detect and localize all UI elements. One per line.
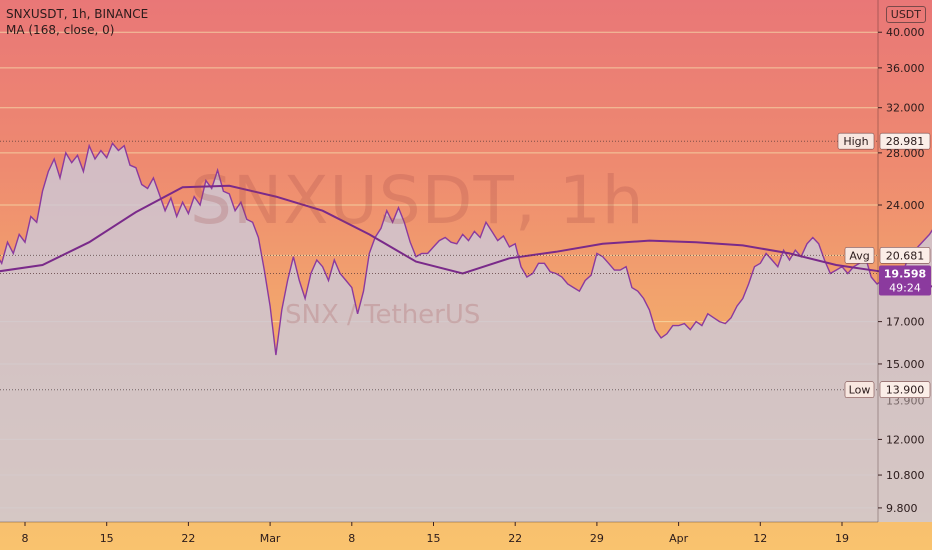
- y-axis-tick-label: 24.000: [886, 199, 925, 212]
- y-axis-tick-label: 40.000: [886, 26, 925, 39]
- y-axis-tick-label: 36.000: [886, 62, 925, 75]
- x-axis-tick-label: 12: [753, 532, 767, 545]
- x-axis-tick-label: 15: [100, 532, 114, 545]
- last-price-badge: [879, 265, 931, 296]
- low-marker-label-box: [844, 381, 875, 399]
- x-axis-tick-label: 8: [348, 532, 355, 545]
- avg-marker-label-box: [844, 247, 875, 264]
- high-marker-value-box: [879, 132, 931, 150]
- legend-symbol-line[interactable]: SNXUSDT, 1h, BINANCE: [6, 7, 149, 21]
- x-axis-tick-label: 29: [590, 532, 604, 545]
- x-axis-tick-label: 19: [835, 532, 849, 545]
- currency-button[interactable]: USDT: [885, 6, 926, 23]
- high-marker-label-box: [837, 132, 875, 150]
- avg-marker-label: Avg: [849, 249, 869, 262]
- y-axis-tick-label: 9.800: [886, 502, 918, 515]
- y-axis-tick-label: 17.000: [886, 316, 925, 329]
- y-axis-tick-label: 10.800: [886, 469, 925, 482]
- y-axis-tick-label: 28.000: [886, 147, 925, 160]
- low-marker-label: Low: [849, 384, 871, 397]
- x-axis-tick-label: Apr: [669, 532, 689, 545]
- avg-marker-value: 20.681: [886, 249, 925, 262]
- watermark-symbol: SNXUSDT, 1h: [190, 162, 645, 239]
- y-axis-tick-label: 12.000: [886, 433, 925, 446]
- x-axis-tick-label: Mar: [260, 532, 281, 545]
- x-axis-tick-label: 22: [181, 532, 195, 545]
- avg-marker-value-box: [879, 247, 931, 264]
- y-axis-tick-label: 32.000: [886, 102, 925, 115]
- bar-countdown: 49:24: [889, 282, 921, 295]
- x-axis-tick-label: 15: [427, 532, 441, 545]
- last-price-value: 19.598: [884, 268, 926, 281]
- high-marker-label: High: [843, 135, 868, 148]
- x-axis-tick-label: 8: [22, 532, 29, 545]
- watermark-description: SNX / TetherUS: [285, 300, 481, 330]
- high-marker-value: 28.981: [886, 135, 925, 148]
- legend-ma-line[interactable]: MA (168, close, 0): [6, 23, 115, 37]
- price-area: [0, 143, 932, 522]
- low-marker-value: 13.900: [886, 384, 925, 397]
- chart-legend: SNXUSDT, 1h, BINANCE MA (168, close, 0): [6, 6, 148, 38]
- low-marker-value-box: [879, 381, 931, 399]
- x-axis-tick-label: 22: [508, 532, 522, 545]
- y-axis-tick-label: 15.000: [886, 358, 925, 371]
